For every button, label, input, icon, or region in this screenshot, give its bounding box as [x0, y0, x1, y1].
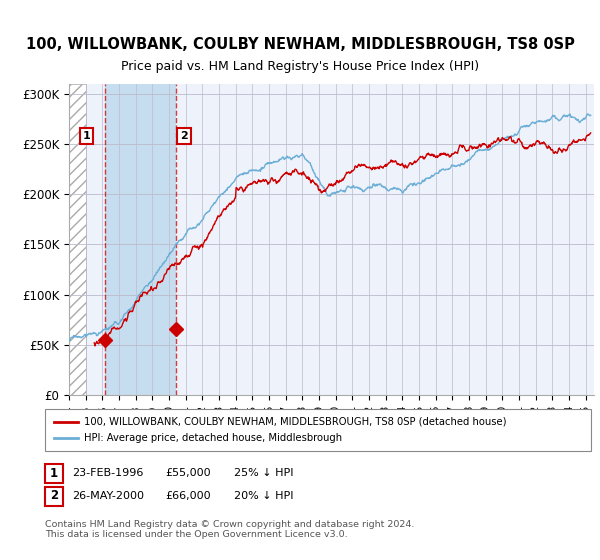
Text: 100, WILLOWBANK, COULBY NEWHAM, MIDDLESBROUGH, TS8 0SP (detached house): 100, WILLOWBANK, COULBY NEWHAM, MIDDLESB…	[84, 417, 506, 427]
Text: £66,000: £66,000	[165, 491, 211, 501]
Text: HPI: Average price, detached house, Middlesbrough: HPI: Average price, detached house, Midd…	[84, 433, 342, 444]
Text: 25% ↓ HPI: 25% ↓ HPI	[234, 468, 293, 478]
Text: 100, WILLOWBANK, COULBY NEWHAM, MIDDLESBROUGH, TS8 0SP: 100, WILLOWBANK, COULBY NEWHAM, MIDDLESB…	[26, 37, 574, 52]
Bar	[69, 84, 86, 395]
Text: 1: 1	[83, 131, 91, 141]
Text: £55,000: £55,000	[165, 468, 211, 478]
Text: Contains HM Land Registry data © Crown copyright and database right 2024.
This d: Contains HM Land Registry data © Crown c…	[45, 520, 415, 539]
Text: Price paid vs. HM Land Registry's House Price Index (HPI): Price paid vs. HM Land Registry's House …	[121, 59, 479, 73]
Text: 26-MAY-2000: 26-MAY-2000	[72, 491, 144, 501]
Text: 20% ↓ HPI: 20% ↓ HPI	[234, 491, 293, 501]
Bar	[105, 84, 176, 395]
Text: 2: 2	[180, 131, 188, 141]
Text: 2: 2	[50, 489, 58, 502]
Text: 1: 1	[50, 466, 58, 480]
Text: 23-FEB-1996: 23-FEB-1996	[72, 468, 143, 478]
